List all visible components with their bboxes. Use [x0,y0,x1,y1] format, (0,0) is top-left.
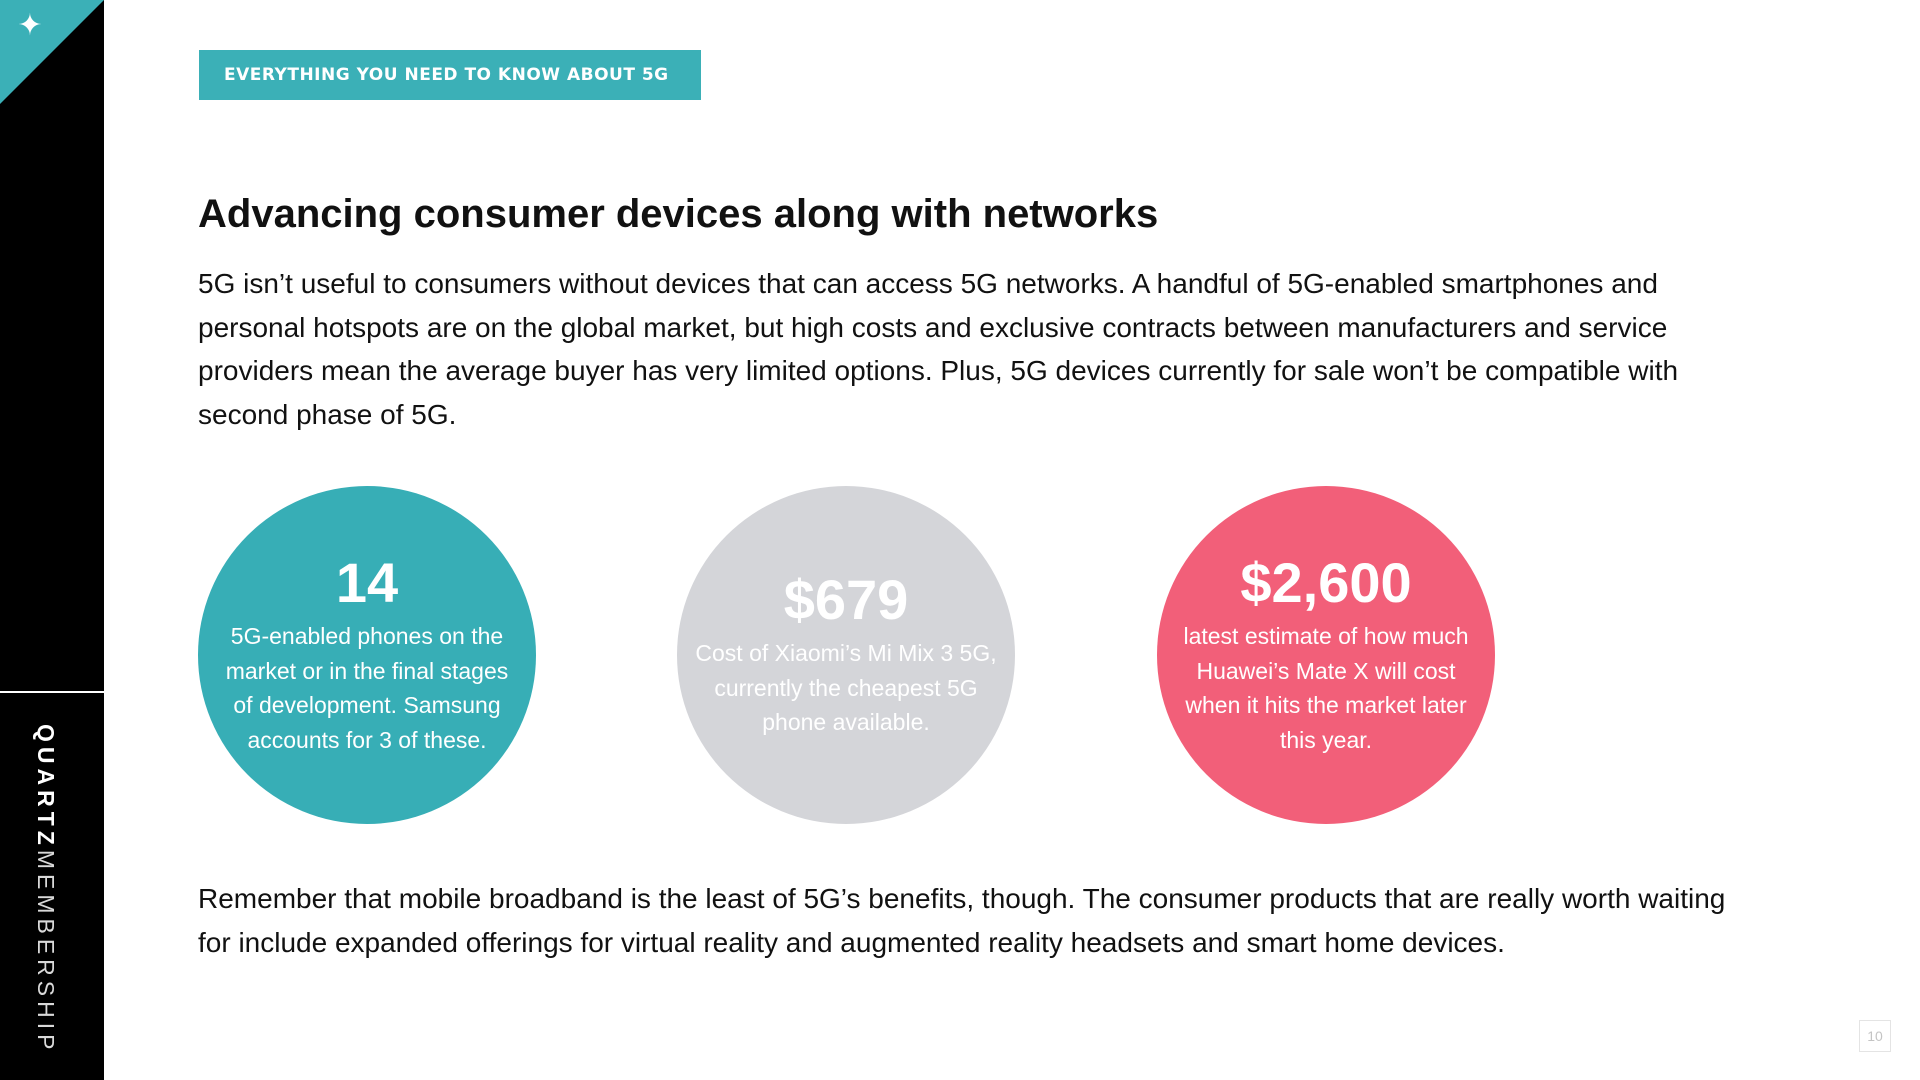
stat-value: $679 [783,568,909,632]
stat-value: $2,600 [1240,551,1412,614]
stat-description: latest estimate of how much Huawei’s Mat… [1183,623,1469,753]
brand-name: QUARTZ [33,724,59,850]
stat-circle-estimate-cost: $2,600 latest estimate of how much Huawe… [1157,486,1495,824]
brand-subtitle: MEMBERSHIP [33,849,59,1055]
page-number: 10 [1859,1020,1891,1052]
star-icon: ✦ [17,8,43,43]
page-title: Advancing consumer devices along with ne… [198,192,1159,236]
stat-circle-phones: 14 5G-enabled phones on the market or in… [198,486,536,824]
section-tag: EVERYTHING YOU NEED TO KNOW ABOUT 5G [199,50,701,100]
stat-circle-cheapest-cost: $679 Cost of Xiaomi’s Mi Mix 3 5G, curre… [677,486,1015,824]
stat-value: 14 [335,551,399,614]
brand-logo: QUARTZMEMBERSHIP [32,724,59,1054]
sidebar-divider [0,691,104,693]
sidebar: ✦ QUARTZMEMBERSHIP [0,0,104,1080]
intro-paragraph: 5G isn’t useful to consumers without dev… [198,268,1679,430]
stat-description: Cost of Xiaomi’s Mi Mix 3 5G, currently … [695,640,997,736]
stat-description: 5G-enabled phones on the market or in th… [225,623,509,753]
closing-paragraph: Remember that mobile broadband is the le… [198,883,1726,958]
